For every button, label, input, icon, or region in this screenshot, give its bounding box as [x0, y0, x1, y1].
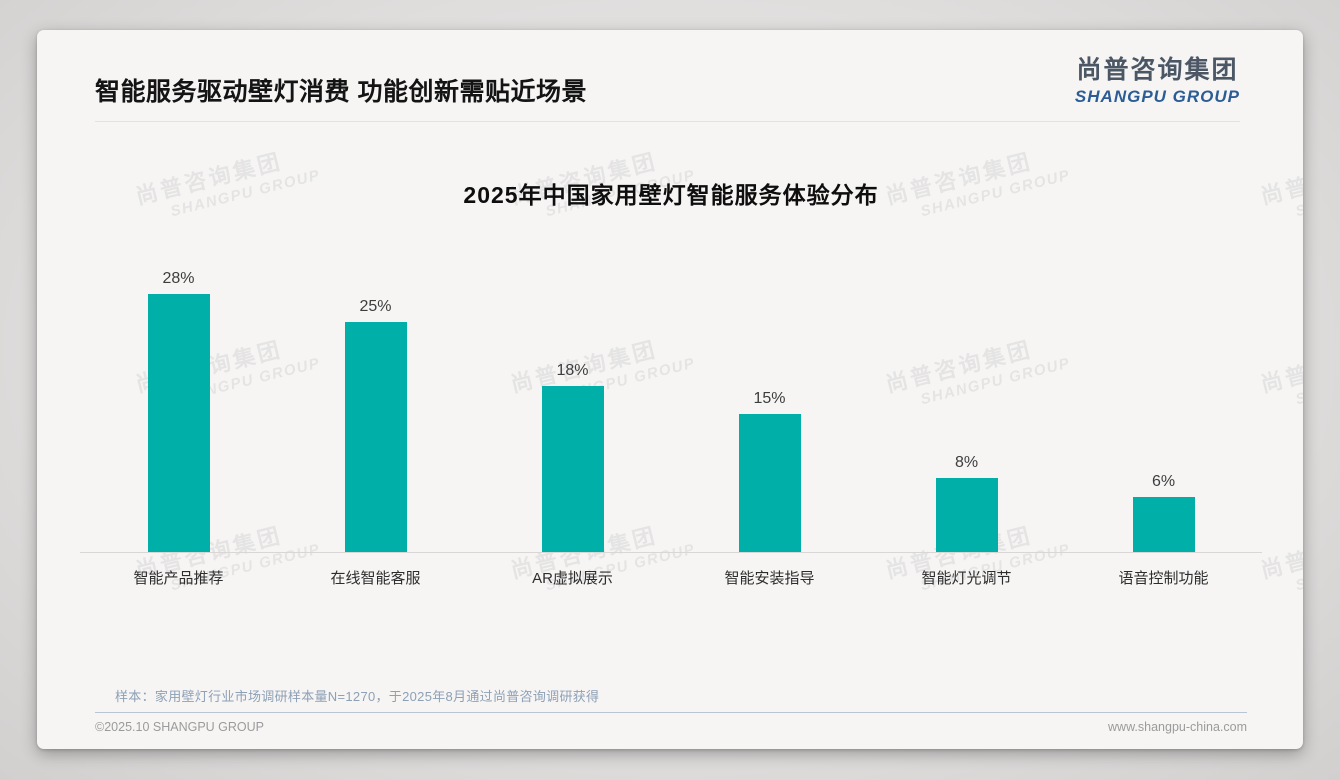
category-label: 智能安装指导 [724, 570, 815, 587]
bar-value-label: 15% [753, 390, 786, 407]
bar-column: 6% [1065, 260, 1262, 552]
bar [1132, 497, 1195, 552]
category-label: AR虚拟展示 [532, 570, 613, 587]
bar-column: 25% [277, 260, 474, 552]
chart-title: 2025年中国家用壁灯智能服务体验分布 [463, 182, 879, 208]
category-label: 在线智能客服 [330, 570, 421, 587]
bar-value-label: 6% [1151, 473, 1176, 490]
logo-english-text: SHANGPU GROUP [1074, 87, 1240, 106]
category-label: 智能灯光调节 [921, 570, 1012, 587]
bar [541, 386, 604, 552]
bar-column: 15% [671, 260, 868, 552]
logo-chinese-text: 尚普咨询集团 [1076, 56, 1239, 84]
bar-chart-plot: 28% 25% 18% 15% 8% 6% [80, 260, 1262, 553]
bar [738, 414, 801, 552]
bar-column: 8% [868, 260, 1065, 552]
bar [344, 322, 407, 552]
bar-value-label: 25% [359, 298, 392, 315]
bar-value-label: 8% [954, 454, 979, 471]
slide-card: 尚普咨询集团 SHANGPU GROUP 尚普咨询集团 SHANGPU GROUP 尚普… [37, 30, 1303, 749]
category-label: 智能产品推荐 [133, 570, 224, 587]
logo: 尚普咨询集团 SHANGPU GROUP [1075, 50, 1240, 107]
bar [147, 294, 210, 552]
footer: ©2025.10 SHANGPU GROUP www.shangpu-china… [95, 720, 1247, 734]
bar-value-label: 28% [162, 270, 195, 287]
header-divider [95, 121, 1240, 122]
bar-column: 18% [474, 260, 671, 552]
category-label: 语音控制功能 [1118, 570, 1209, 587]
bar [935, 478, 998, 552]
bar-chart-categories: 智能产品推荐 在线智能客服 AR虚拟展示 智能安装指导 智能灯光调节 语音控制功能 [80, 567, 1262, 588]
sample-note: 样本：家用壁灯行业市场调研样本量N=1270，于2025年8月通过尚普咨询调研获… [115, 689, 600, 704]
footer-divider [95, 712, 1247, 713]
website-url: www.shangpu-china.com [1108, 720, 1247, 734]
copyright-text: ©2025.10 SHANGPU GROUP [95, 720, 264, 734]
bar-column: 28% [80, 260, 277, 552]
page-title: 智能服务驱动壁灯消费 功能创新需贴近场景 [95, 78, 587, 106]
bar-value-label: 18% [556, 362, 589, 379]
